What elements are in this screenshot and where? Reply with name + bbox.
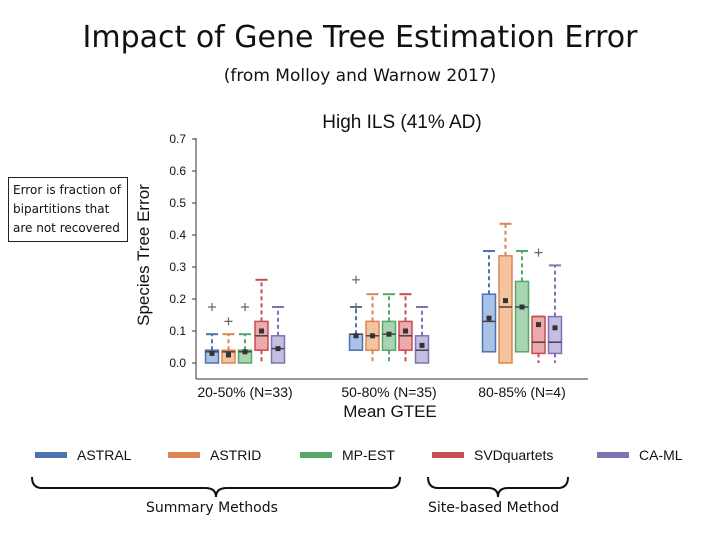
- mean-marker: [259, 328, 264, 334]
- mean-marker: [353, 333, 359, 339]
- box-astral-1: [204, 303, 220, 364]
- box-astral-3: [481, 250, 497, 353]
- x-axis-label: Mean GTEE: [343, 402, 437, 421]
- site-based-method-label: Site-based Method: [428, 500, 560, 516]
- box-svdquartets-2: [398, 293, 413, 363]
- box-body: [547, 315, 563, 355]
- method-group-braces: [31, 476, 569, 498]
- mean-marker: [370, 333, 375, 339]
- box-body: [481, 293, 497, 353]
- box-ca-ml-1: [270, 306, 286, 364]
- mean-marker: [275, 346, 281, 352]
- y-tick-label: 0.5: [169, 196, 186, 210]
- mean-marker: [536, 322, 541, 328]
- box-svdquartets-1: [254, 278, 269, 363]
- box-ca-ml-2: [414, 306, 430, 364]
- legend-swatch: [432, 452, 464, 458]
- y-tick-label: 0.2: [169, 292, 186, 306]
- y-tick-label: 0.1: [169, 324, 186, 338]
- legend-item-ca-ml: CA-ML: [597, 447, 683, 463]
- mean-marker: [503, 298, 508, 304]
- mean-marker: [226, 352, 231, 358]
- box-astrid-1: [221, 317, 236, 364]
- box-body: [531, 315, 546, 355]
- x-tick-label: 80-85% (N=4): [478, 384, 566, 400]
- box-body: [204, 349, 220, 364]
- box-body: [414, 335, 430, 364]
- summary-methods-label: Summary Methods: [146, 500, 278, 516]
- mean-marker: [403, 328, 408, 334]
- site-method-brace: [427, 476, 569, 498]
- legend-label: ASTRID: [210, 447, 261, 463]
- x-tick-label: 20-50% (N=33): [197, 384, 292, 400]
- error-note: Error is fraction of bipartitions that a…: [8, 177, 128, 242]
- y-tick-label: 0.7: [169, 132, 186, 146]
- outlier-marker: [352, 275, 360, 284]
- mean-marker: [242, 349, 248, 355]
- outlier-marker: [224, 317, 233, 326]
- y-tick-label: 0.0: [169, 356, 186, 370]
- y-tick-label: 0.6: [169, 164, 186, 178]
- outlier-marker: [534, 248, 543, 257]
- mean-marker: [552, 325, 558, 331]
- outlier-marker: [208, 303, 216, 311]
- y-tick-label: 0.4: [169, 228, 186, 242]
- legend-item-svdquartets: SVDquartets: [432, 447, 553, 463]
- y-tick-label: 0.3: [169, 260, 186, 274]
- box-mp-est-2: [381, 293, 397, 363]
- box-mp-est-1: [237, 303, 253, 364]
- mean-marker: [519, 304, 525, 310]
- box-astral-2: [348, 275, 364, 351]
- y-axis-label: Species Tree Error: [134, 184, 153, 326]
- box-body: [498, 255, 513, 364]
- outlier-marker: [352, 303, 360, 311]
- legend-item-mp-est: MP-EST: [300, 447, 395, 463]
- mean-marker: [419, 342, 425, 348]
- box-body: [514, 280, 530, 353]
- legend-label: SVDquartets: [474, 447, 553, 463]
- box-ca-ml-3: [547, 264, 563, 363]
- mean-marker: [386, 331, 392, 337]
- legend-item-astrid: ASTRID: [168, 447, 261, 463]
- legend-label: MP-EST: [342, 447, 395, 463]
- legend-item-astral: ASTRAL: [35, 447, 132, 463]
- mean-marker: [486, 315, 492, 321]
- mean-marker: [209, 350, 215, 356]
- legend-swatch: [168, 452, 200, 458]
- legend-swatch: [300, 452, 332, 458]
- box-astrid-3: [498, 222, 513, 364]
- summary-methods-brace: [31, 476, 401, 498]
- outlier-marker: [241, 303, 249, 311]
- x-tick-label: 50-80% (N=35): [341, 384, 436, 400]
- legend-swatch: [35, 452, 67, 458]
- chart-title: High ILS (41% AD): [322, 112, 481, 133]
- legend-swatch: [597, 452, 629, 458]
- legend-label: CA-ML: [639, 447, 683, 463]
- slide-title: Impact of Gene Tree Estimation Error: [82, 20, 638, 55]
- box-svdquartets-3: [531, 248, 546, 363]
- legend-label: ASTRAL: [77, 447, 132, 463]
- box-astrid-2: [365, 293, 380, 363]
- slide-subtitle: (from Molloy and Warnow 2017): [223, 66, 497, 86]
- box-mp-est-3: [514, 250, 530, 353]
